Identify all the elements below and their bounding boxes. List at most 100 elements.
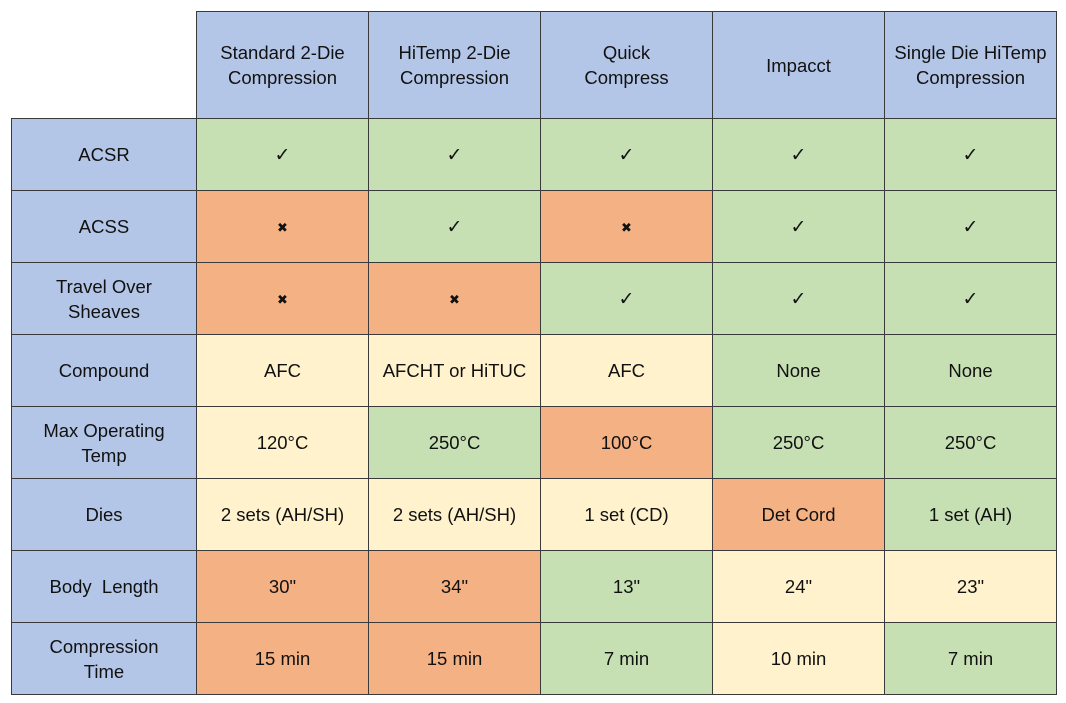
table-cell: 30" [196, 550, 369, 623]
table-cell: 15 min [196, 622, 369, 695]
column-header-text: Compression [228, 67, 337, 88]
row-label: Max Operating Temp [11, 406, 197, 479]
check-icon: ✓ [962, 287, 979, 310]
row-label-text: Compression [49, 635, 159, 657]
table-cell: ✓ [712, 118, 885, 191]
table-cell: ✓ [884, 118, 1057, 191]
table-cell: ✖ [540, 190, 713, 263]
row-label: Body Length [11, 550, 197, 623]
table-row: Max Operating Temp 120°C 250°C 100°C 250°C 250… [11, 406, 1057, 479]
row-label: ACSS [11, 190, 197, 263]
row-label-text: ACSR [78, 144, 130, 165]
check-icon: ✓ [790, 143, 807, 166]
cell-value: AFC [264, 360, 301, 381]
table-cell: ✓ [712, 262, 885, 335]
cell-value: 2 sets (AH/SH) [220, 504, 345, 525]
row-label-text: Sheaves [68, 300, 140, 322]
table-cell: 15 min [368, 622, 541, 695]
table-cell: 250°C [712, 406, 885, 479]
check-icon: ✓ [790, 215, 807, 238]
cell-value: 15 min [254, 648, 311, 669]
table-row: Compound AFC AFCHT or HiTUC AFC None None [11, 334, 1057, 407]
table-cell: 120°C [196, 406, 369, 479]
table-cell: 2 sets (AH/SH) [368, 478, 541, 551]
column-header-text: Single Die HiTemp [894, 42, 1047, 63]
check-icon: ✓ [274, 143, 291, 166]
header-row: Standard 2-Die Compression HiTemp 2-Die Com… [11, 11, 1057, 119]
table-row: Compression Time 15 min 15 min 7 min 10 min 7 … [11, 622, 1057, 695]
row-label-text: Dies [85, 504, 123, 525]
table-cell: 23" [884, 550, 1057, 623]
cross-icon: ✖ [277, 220, 288, 236]
cell-value: 34" [440, 576, 469, 597]
check-icon: ✓ [618, 287, 635, 310]
table-cell: ✓ [368, 118, 541, 191]
table-row: ACSR ✓ ✓ ✓ ✓ ✓ [11, 118, 1057, 191]
row-label: Compound [11, 334, 197, 407]
cell-value: 13" [612, 576, 641, 597]
cell-value: AFCHT or HiTUC [382, 360, 527, 381]
check-icon: ✓ [962, 215, 979, 238]
cross-icon: ✖ [449, 292, 460, 308]
row-label-text: Compound [58, 360, 150, 381]
column-header-text: Compression [400, 67, 509, 88]
row-label-text: Time [83, 660, 125, 682]
table-cell: ✖ [368, 262, 541, 335]
table-cell: AFCHT or HiTUC [368, 334, 541, 407]
cell-value: 250°C [428, 432, 481, 453]
row-label: ACSR [11, 118, 197, 191]
table-cell: 1 set (CD) [540, 478, 713, 551]
column-header: Impacct [712, 11, 885, 119]
row-label-text: Temp [81, 444, 127, 466]
table-cell: 10 min [712, 622, 885, 695]
table-cell: ✓ [712, 190, 885, 263]
table-row: Dies 2 sets (AH/SH) 2 sets (AH/SH) 1 set (C… [11, 478, 1057, 551]
cross-icon: ✖ [621, 220, 632, 236]
table-cell: ✓ [196, 118, 369, 191]
cell-value: 1 set (CD) [584, 504, 669, 525]
cell-value: 10 min [770, 648, 827, 669]
column-header-text: Compression [916, 67, 1025, 88]
column-header: Quick Compress [540, 11, 713, 119]
table-cell: ✓ [540, 262, 713, 335]
table-cell: ✓ [884, 262, 1057, 335]
table-row: Body Length 30" 34" 13" 24" 23" [11, 550, 1057, 623]
check-icon: ✓ [790, 287, 807, 310]
table-cell: 250°C [884, 406, 1057, 479]
row-label-text: Body Length [49, 576, 159, 597]
check-icon: ✓ [618, 143, 635, 166]
check-icon: ✓ [446, 143, 463, 166]
cell-value: 120°C [256, 432, 309, 453]
table-cell: 7 min [540, 622, 713, 695]
row-label-text: Max Operating [43, 419, 165, 441]
check-icon: ✓ [962, 143, 979, 166]
table-cell: 1 set (AH) [884, 478, 1057, 551]
row-label-text: Travel Over [56, 275, 152, 297]
cell-value: 1 set (AH) [928, 504, 1013, 525]
cell-value: 23" [956, 576, 985, 597]
table-cell: 100°C [540, 406, 713, 479]
cell-value: 2 sets (AH/SH) [392, 504, 517, 525]
cell-value: 250°C [772, 432, 825, 453]
cell-value: AFC [608, 360, 645, 381]
column-header-text: HiTemp 2-Die [398, 42, 511, 63]
column-header: HiTemp 2-Die Compression [368, 11, 541, 119]
comparison-table: Standard 2-Die Compression HiTemp 2-Die Com… [11, 11, 1057, 695]
column-header-text: Quick [602, 42, 651, 63]
table-cell: ✖ [196, 190, 369, 263]
table-cell: ✓ [884, 190, 1057, 263]
table-cell: 7 min [884, 622, 1057, 695]
cell-value: 100°C [600, 432, 653, 453]
cell-value: 30" [268, 576, 297, 597]
table-cell: 24" [712, 550, 885, 623]
column-header-text: Compress [584, 67, 669, 88]
table-cell: Det Cord [712, 478, 885, 551]
table-cell: 13" [540, 550, 713, 623]
table-row: ACSS ✖ ✓ ✖ ✓ ✓ [11, 190, 1057, 263]
table-cell: ✖ [196, 262, 369, 335]
table-cell: None [712, 334, 885, 407]
table-cell: 34" [368, 550, 541, 623]
row-label: Dies [11, 478, 197, 551]
cell-value: None [776, 360, 821, 381]
table-cell: None [884, 334, 1057, 407]
